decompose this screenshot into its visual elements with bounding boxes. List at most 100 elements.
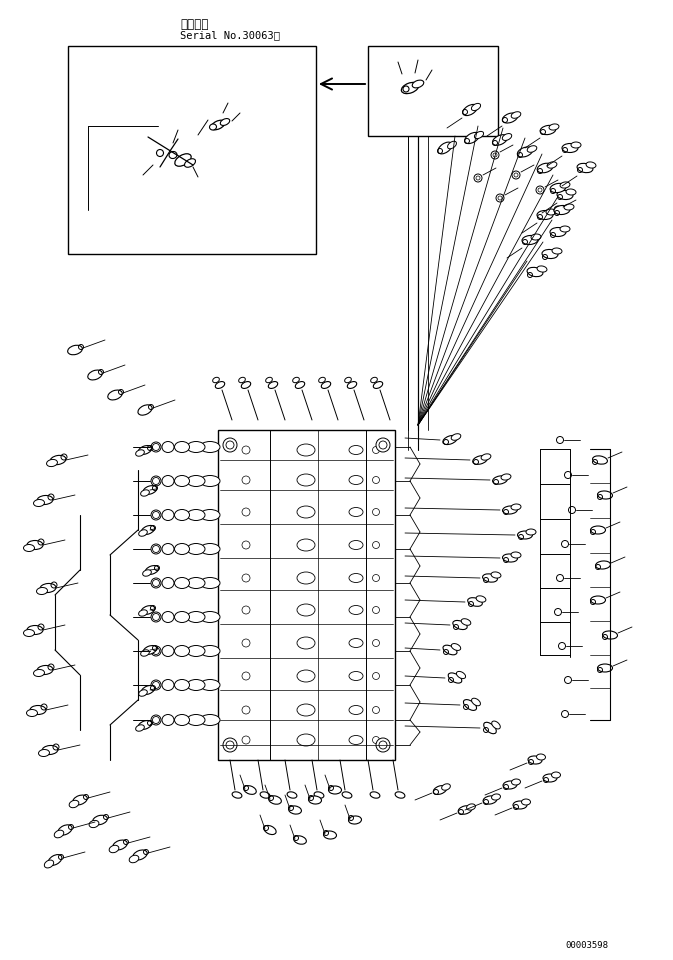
Ellipse shape	[40, 584, 56, 592]
Text: 適用号機: 適用号機	[180, 18, 209, 31]
Ellipse shape	[260, 792, 270, 798]
Ellipse shape	[213, 377, 219, 383]
Ellipse shape	[438, 142, 452, 154]
Ellipse shape	[93, 815, 107, 825]
Ellipse shape	[433, 785, 447, 795]
Ellipse shape	[24, 630, 34, 636]
Ellipse shape	[244, 785, 256, 794]
Ellipse shape	[395, 792, 405, 798]
Ellipse shape	[69, 801, 79, 807]
Ellipse shape	[174, 612, 190, 622]
Ellipse shape	[89, 821, 99, 828]
Ellipse shape	[287, 792, 297, 798]
Ellipse shape	[108, 390, 122, 400]
Ellipse shape	[162, 543, 174, 555]
Ellipse shape	[453, 620, 467, 630]
Ellipse shape	[537, 266, 547, 272]
Ellipse shape	[162, 442, 174, 452]
Ellipse shape	[564, 204, 574, 210]
Ellipse shape	[546, 209, 556, 215]
Ellipse shape	[531, 234, 541, 240]
Ellipse shape	[596, 561, 610, 569]
Ellipse shape	[554, 205, 570, 214]
Ellipse shape	[526, 529, 536, 535]
Ellipse shape	[187, 645, 205, 657]
Ellipse shape	[577, 163, 593, 173]
Ellipse shape	[200, 578, 220, 588]
Ellipse shape	[314, 792, 324, 798]
Ellipse shape	[463, 105, 477, 115]
Ellipse shape	[547, 162, 557, 168]
Ellipse shape	[328, 786, 341, 794]
Ellipse shape	[174, 680, 190, 690]
Ellipse shape	[141, 685, 155, 694]
Ellipse shape	[50, 455, 66, 465]
Ellipse shape	[289, 805, 302, 814]
Ellipse shape	[483, 574, 497, 582]
Ellipse shape	[200, 612, 220, 622]
Ellipse shape	[24, 544, 34, 551]
Ellipse shape	[465, 132, 479, 144]
Ellipse shape	[501, 474, 511, 480]
Ellipse shape	[528, 756, 542, 764]
Ellipse shape	[174, 543, 190, 555]
Ellipse shape	[550, 183, 566, 193]
Ellipse shape	[187, 475, 205, 487]
Ellipse shape	[491, 572, 501, 578]
Bar	[368, 46, 498, 136]
Ellipse shape	[215, 381, 225, 389]
Ellipse shape	[58, 825, 72, 835]
Ellipse shape	[174, 714, 190, 726]
Ellipse shape	[151, 578, 161, 588]
Ellipse shape	[200, 645, 220, 657]
Ellipse shape	[187, 442, 205, 452]
Ellipse shape	[590, 596, 606, 604]
Circle shape	[223, 438, 237, 452]
Ellipse shape	[139, 689, 147, 696]
Ellipse shape	[200, 442, 220, 452]
Ellipse shape	[139, 530, 147, 537]
Ellipse shape	[143, 570, 151, 576]
Ellipse shape	[493, 134, 507, 145]
Ellipse shape	[295, 381, 305, 389]
Ellipse shape	[602, 631, 618, 639]
Ellipse shape	[266, 377, 273, 383]
Ellipse shape	[464, 700, 476, 710]
Ellipse shape	[468, 598, 483, 607]
Ellipse shape	[293, 836, 306, 844]
Ellipse shape	[187, 612, 205, 622]
Bar	[68, 46, 316, 254]
Ellipse shape	[443, 436, 457, 444]
Ellipse shape	[136, 725, 144, 732]
Ellipse shape	[560, 182, 570, 188]
Ellipse shape	[347, 381, 357, 389]
Ellipse shape	[543, 774, 557, 782]
Ellipse shape	[598, 664, 612, 672]
Ellipse shape	[239, 377, 246, 383]
Ellipse shape	[44, 860, 54, 868]
Ellipse shape	[174, 475, 190, 487]
Ellipse shape	[141, 650, 149, 657]
Ellipse shape	[586, 162, 596, 168]
Ellipse shape	[30, 706, 46, 714]
Ellipse shape	[151, 646, 161, 656]
Ellipse shape	[441, 783, 450, 790]
Ellipse shape	[471, 104, 481, 110]
Ellipse shape	[151, 476, 161, 486]
Ellipse shape	[552, 248, 562, 254]
Ellipse shape	[321, 381, 330, 389]
Ellipse shape	[55, 830, 64, 838]
Ellipse shape	[472, 456, 487, 465]
Ellipse shape	[138, 721, 151, 730]
Ellipse shape	[481, 454, 491, 460]
Ellipse shape	[42, 746, 58, 755]
Bar	[218, 430, 395, 760]
Ellipse shape	[293, 377, 299, 383]
Ellipse shape	[209, 124, 217, 130]
Ellipse shape	[522, 235, 538, 245]
Ellipse shape	[200, 475, 220, 487]
Ellipse shape	[269, 381, 278, 389]
Ellipse shape	[371, 377, 378, 383]
Ellipse shape	[503, 781, 517, 789]
Ellipse shape	[458, 805, 472, 814]
